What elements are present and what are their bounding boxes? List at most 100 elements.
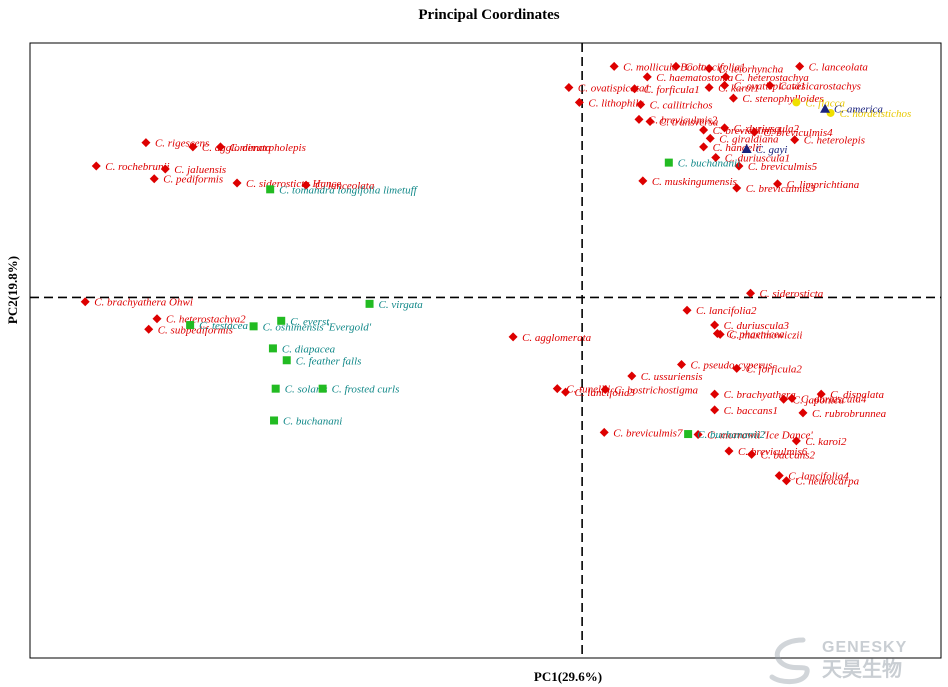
data-point-label: C. subpediformis [158,324,233,336]
data-point-label: C. haematostoma [656,72,734,84]
data-point-label: C. ussuriensis [641,371,703,383]
data-point-diamond [645,116,655,126]
data-point-label: C. buchananii2 [697,429,765,441]
data-point-label: C. jaluensis [174,164,226,176]
data-point-diamond [682,305,692,315]
data-point-label: C. muskingumensis [652,176,737,188]
data-point-label: C. heterostachya2 [166,314,246,326]
data-point-label: C. duriuscula4 [801,393,867,405]
data-point-diamond [609,61,619,71]
data-point-diamond [715,329,725,339]
data-point-diamond [720,80,730,90]
data-point-triangle [741,144,752,154]
data-point-label: C. baccans1 [724,405,778,417]
data-point-diamond [564,83,574,93]
data-point-diamond [144,324,154,334]
data-point-square [186,321,195,330]
watermark-subtitle: 天昊生物 [822,657,902,681]
data-point-diamond [699,125,709,135]
data-point-label: C. lancifolia2 [696,305,757,317]
data-point-label: C. dispalata [830,389,884,401]
data-point-label: C. karoi1 [718,83,759,95]
data-point-diamond [774,471,784,481]
data-point-label: C. rochebrunii [105,161,169,173]
data-point-diamond [704,63,714,73]
data-point-diamond [787,393,797,403]
data-point-label: C. transversa [659,116,719,128]
data-point-diamond [710,320,720,330]
data-point-label: C. america [834,104,883,116]
data-point-diamond [710,405,720,415]
data-point-diamond [91,161,101,171]
data-point-label: C. stenophylloides [742,93,823,105]
data-point-diamond [779,394,789,404]
data-point-label: C. virgata [379,299,424,311]
data-point-label: C. mollicula Boott [623,61,705,73]
data-point-label: C. siderosticta [760,288,824,300]
data-point-diamond [791,436,801,446]
watermark: GENESKY 天昊生物 [769,637,906,685]
data-point-label: C. solaris [285,384,328,396]
data-point-label: C. oshimensis 'Evergold' [263,321,372,333]
data-point-diamond [711,153,721,163]
data-point-label: C. phaenicea [726,329,785,341]
data-point-square [268,344,277,353]
data-point-label: C. brachyathera Ohwi [94,297,193,309]
data-point-label: C. limprichtiana [787,179,860,191]
data-point-label: C. testacea [199,320,248,332]
data-point-square [365,299,374,308]
data-point-diamond [600,385,610,395]
data-point-diamond [765,80,775,90]
data-point-diamond [677,359,687,369]
data-point-label: C. tunellii [566,384,610,396]
data-point-label: C. dimorpholepis [229,142,305,154]
data-point-diamond [561,387,571,397]
data-point-label: C. ovatispicata1 [578,83,650,95]
data-point-label: C. buchanani [283,415,342,427]
data-point-diamond [599,427,609,437]
data-point-diamond [728,93,738,103]
data-point-label: C. brachyathera [724,389,797,401]
data-point-label: C. breviculmis2 [648,114,718,126]
data-point-diamond [642,72,652,82]
data-point-label: C. breviculmis5 [748,161,818,173]
data-point-label: C. breviculmis7 [613,427,683,439]
data-point-label: C. tomandra longifolia limetuff [279,184,418,196]
data-point-square [684,430,693,439]
genesky-swirl-logo-icon [769,637,810,685]
data-point-label: C. frosted curls [332,384,400,396]
data-point-label: C. agglomerata [522,332,592,344]
data-point-diamond [574,97,584,107]
data-point-diamond [630,84,640,94]
data-point-square [266,185,275,194]
data-point-diamond [710,389,720,399]
data-point-diamond [749,127,759,137]
data-point-label: C. flacca [805,97,845,109]
data-point-label: C. lancifolia1 [685,61,746,73]
data-point-diamond [80,297,90,307]
data-point-label: C. breviculmis3 [746,183,816,195]
data-point-label: C. everst [290,316,330,328]
chart-title: Principal Coordinates [418,7,559,23]
data-point-label: C. bostrichostigma [614,385,698,397]
data-point-label: C. forficula1 [644,84,700,96]
data-point-square [664,158,673,167]
data-point-label: C. pseudo-cyperus [691,359,773,371]
data-point-square [249,322,258,331]
data-point-label: C. feather falls [296,355,362,367]
data-point-circle [792,98,801,107]
data-point-diamond [747,449,757,459]
data-point-diamond [636,100,646,109]
data-point-label: C. breviculmis1 [713,125,782,137]
data-point-label: C. hordeistichos [840,108,912,120]
data-point-diamond [152,314,162,324]
data-point-label: C. breviculmis4 [763,127,833,139]
data-point-label: C. duriuscula1 [725,153,790,165]
data-point-diamond [732,183,742,193]
data-point-diamond [671,61,681,71]
data-point-diamond [790,135,800,145]
data-point-diamond [795,61,805,71]
data-point-label: C. diapacea [282,343,336,355]
